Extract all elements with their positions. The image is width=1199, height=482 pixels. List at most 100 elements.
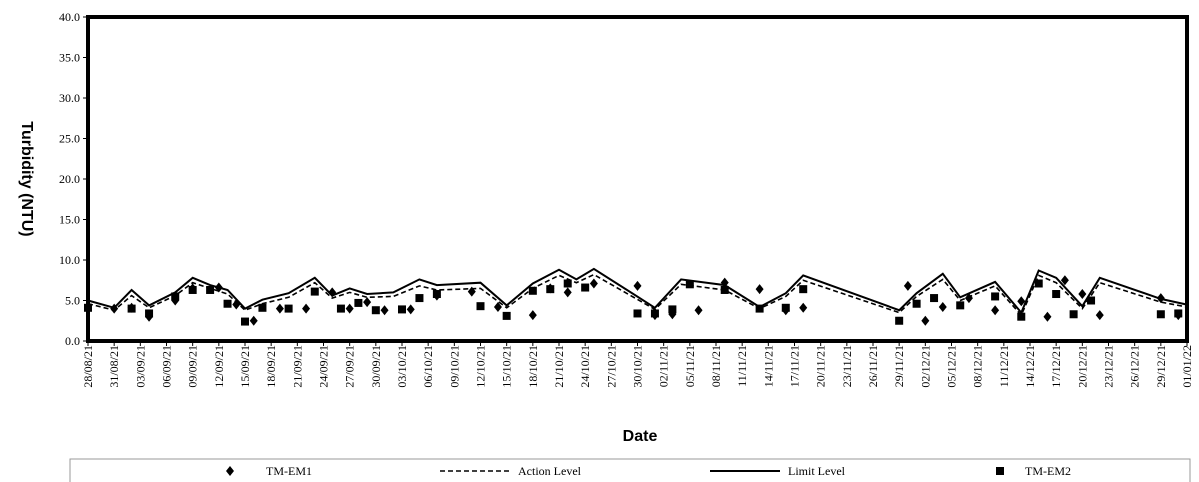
y-tick-label: 40.0 <box>59 10 80 24</box>
tm-em1-point <box>1060 275 1069 286</box>
tm-em2-point <box>206 285 215 294</box>
x-tick-label: 14/12/21 <box>1023 345 1037 388</box>
tm-em2-point <box>1034 279 1043 288</box>
tm-em1-point <box>493 301 502 312</box>
tm-em2-point <box>912 299 921 308</box>
tm-em1-point <box>232 299 241 310</box>
tm-em1-point <box>991 305 1000 316</box>
x-tick-label: 18/10/21 <box>526 345 540 388</box>
tm-em1-point <box>345 303 354 314</box>
y-tick-label: 25.0 <box>59 132 80 146</box>
x-tick-label: 15/10/21 <box>500 345 514 388</box>
x-tick-label: 06/09/21 <box>160 345 174 388</box>
x-tick-label: 18/09/21 <box>264 345 278 388</box>
tm-em1-point <box>380 305 389 316</box>
tm-em2-point <box>720 285 729 294</box>
y-tick-label: 10.0 <box>59 253 80 267</box>
x-tick-label: 21/10/21 <box>552 345 566 388</box>
tm-em2-point <box>991 292 1000 301</box>
x-tick-label: 30/10/21 <box>631 345 645 388</box>
tm-em2-point <box>781 303 790 312</box>
tm-em1-point <box>302 303 311 314</box>
tm-em2-point <box>930 294 939 303</box>
x-tick-label: 20/12/21 <box>1075 345 1089 388</box>
y-tick-label: 15.0 <box>59 213 80 227</box>
tm-em1-point <box>1156 293 1165 304</box>
tm-em1-point <box>799 302 808 313</box>
tm-em2-point <box>284 304 293 313</box>
x-tick-label: 06/10/21 <box>421 345 435 388</box>
x-tick-label: 12/10/21 <box>474 345 488 388</box>
y-tick-label: 30.0 <box>59 91 80 105</box>
y-tick-label: 20.0 <box>59 172 80 186</box>
x-tick-label: 30/09/21 <box>369 345 383 388</box>
x-tick-label: 31/08/21 <box>107 345 121 388</box>
legend-square-icon <box>996 467 1004 475</box>
y-tick-label: 35.0 <box>59 51 80 65</box>
tm-em1-point <box>964 293 973 304</box>
tm-em2-point <box>1087 296 1096 305</box>
tm-em1-point <box>755 284 764 295</box>
x-tick-label: 24/10/21 <box>578 345 592 388</box>
x-tick-label: 14/11/21 <box>761 345 775 387</box>
tm-em2-point <box>528 286 537 295</box>
legend-box <box>69 458 1191 482</box>
tm-em2-point <box>415 294 424 303</box>
x-tick-label: 03/10/21 <box>395 345 409 388</box>
tm-em2-point <box>188 285 197 294</box>
tm-em1-point <box>720 277 729 288</box>
y-tick-label: 5.0 <box>65 294 80 308</box>
legend-label-action-level: Action Level <box>518 464 582 478</box>
tm-em2-point <box>633 309 642 318</box>
x-tick-label: 26/12/21 <box>1128 345 1142 388</box>
y-tick-label: 0.0 <box>65 334 80 348</box>
tm-em2-point <box>310 287 319 296</box>
tm-em2-point <box>398 305 406 314</box>
tm-em2-point <box>546 285 555 294</box>
x-tick-label: 27/09/21 <box>343 345 357 388</box>
legend-label-limit-level: Limit Level <box>788 464 846 478</box>
tm-em2-point <box>336 304 345 313</box>
tm-em2-point <box>563 279 572 288</box>
x-tick-label: 29/11/21 <box>892 345 906 387</box>
tm-em1-point <box>214 282 223 293</box>
x-tick-label: 11/12/21 <box>997 345 1011 387</box>
tm-em1-point <box>1095 310 1104 321</box>
series-line-action-level <box>87 273 1188 317</box>
tm-em1-point <box>903 280 912 291</box>
y-axis-label: Turbidity (NTU) <box>18 121 35 236</box>
x-tick-label: 03/09/21 <box>133 345 147 388</box>
x-tick-label: 01/01/22 <box>1180 345 1194 388</box>
tm-em1-point <box>694 305 703 316</box>
legend: TM-EM1 Action Level Limit Level TM-EM2 <box>69 458 1191 482</box>
series-line-limit-level <box>87 267 1188 315</box>
x-tick-label: 26/11/21 <box>866 345 880 387</box>
tm-em2-point <box>895 316 904 325</box>
tm-em2-point <box>371 306 380 315</box>
tm-em1-point <box>328 287 337 298</box>
x-tick-label: 23/11/21 <box>840 345 854 387</box>
x-tick-label: 11/11/21 <box>735 345 749 387</box>
tm-em1-point <box>938 301 947 312</box>
tm-em1-point <box>467 286 476 297</box>
x-tick-label: 29/12/21 <box>1154 345 1168 388</box>
x-tick-label: 08/11/21 <box>709 345 723 387</box>
tm-em2-point <box>354 298 363 307</box>
x-tick-label: 27/10/21 <box>604 345 618 388</box>
tm-em2-point <box>1069 310 1078 319</box>
x-tick-label: 28/08/21 <box>81 345 95 388</box>
tm-em1-point <box>921 315 930 326</box>
x-tick-label: 20/11/21 <box>814 345 828 387</box>
tm-em1-point <box>406 304 415 315</box>
tm-em1-point <box>275 303 284 314</box>
tm-em2-point <box>1052 290 1061 299</box>
tm-em2-point <box>502 311 511 320</box>
tm-em1-point <box>589 278 598 289</box>
x-axis-label: Date <box>623 428 658 445</box>
tm-em2-point <box>258 303 267 312</box>
x-tick-label: 17/12/21 <box>1049 345 1063 388</box>
x-tick-label: 02/12/21 <box>918 345 932 388</box>
x-tick-label: 09/10/21 <box>447 345 461 388</box>
tm-em2-point <box>650 309 659 318</box>
tm-em2-point <box>171 292 180 301</box>
